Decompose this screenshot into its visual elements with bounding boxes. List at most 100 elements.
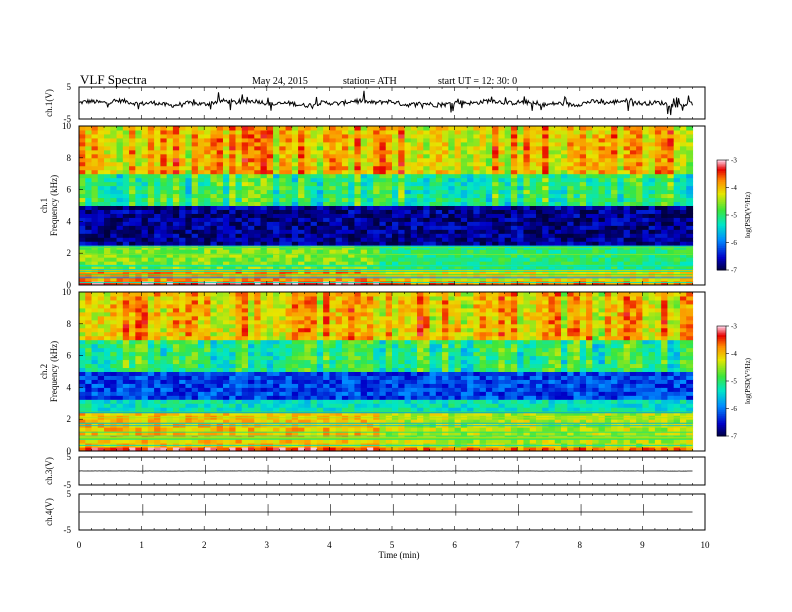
ch2-spec-cell <box>91 359 99 365</box>
ch2-spec-cell <box>129 307 136 313</box>
ch1-spec-cell <box>654 205 662 210</box>
ch2-spec-cell <box>79 339 86 345</box>
ch1-spec-cell <box>254 225 262 230</box>
ch2-spec-cell <box>85 367 93 372</box>
ch2-spec-cell <box>147 335 155 341</box>
ch2-spec-cell <box>185 315 193 321</box>
ch1-spec-cell <box>166 201 174 206</box>
ch1-spec-cell <box>298 213 305 218</box>
ch1-spec-cell <box>429 217 437 222</box>
ch1-spec-cell <box>166 126 174 131</box>
ch1-spec-cell <box>216 149 224 155</box>
ch1-spec-cell <box>366 241 374 246</box>
ch1-spec-cell <box>442 237 449 242</box>
ch1-spec-cell <box>273 277 280 282</box>
ch1-spec-cell <box>141 281 149 286</box>
ch1-spec-cell <box>122 141 130 147</box>
ch1-spec-cell <box>266 201 274 206</box>
ch1-spec-cell <box>435 173 443 179</box>
ch1-spec-cell <box>291 253 299 258</box>
ch1-spec-cell <box>304 201 312 206</box>
ch1-spec-cell <box>642 257 650 262</box>
ch1-spec-cell <box>323 129 330 135</box>
ch1-spec-cell <box>473 161 481 167</box>
ch1-spec-cell <box>304 205 312 210</box>
ch1-spec-cell <box>485 177 493 183</box>
ch1-spec-cell <box>479 221 487 226</box>
ch1-spec-cell <box>454 241 462 246</box>
ch1-spec-cell <box>110 257 118 262</box>
ch1-spec-cell <box>473 241 481 246</box>
ch1-spec-cell <box>448 229 456 234</box>
ch1-spec-cell <box>498 141 506 147</box>
ch1-spec-cell <box>667 181 675 187</box>
ch1-spec-cell <box>454 193 462 199</box>
ch2-spec-cell <box>166 363 174 369</box>
ch2-spec-cell <box>97 327 105 333</box>
ch1-spec-cell <box>598 157 606 163</box>
ch1-spec-cell <box>298 181 305 187</box>
ch1-spec-cell <box>423 221 431 226</box>
ch1-spec-cell <box>291 181 299 187</box>
ch2-spec-cell <box>79 371 86 376</box>
ch1-spec-cell <box>529 217 537 222</box>
ch1-spec-cell <box>260 213 268 218</box>
ch1-spec-cell <box>392 133 399 139</box>
ch1-spec-cell <box>561 233 568 238</box>
ch1-spec-cell <box>398 225 406 230</box>
ch1-spec-cell <box>467 169 474 175</box>
ch1-spec-cell <box>417 153 424 159</box>
ch1-spec-cell <box>548 177 556 183</box>
ch1-spec-cell <box>147 145 155 151</box>
ch1-spec-cell <box>535 265 543 270</box>
ch1-spec-cell <box>473 137 481 143</box>
ch1-spec-cell <box>429 233 437 238</box>
ch1-spec-cell <box>442 173 449 179</box>
ch1-spec-cell <box>561 126 568 131</box>
ch1-spec-cell <box>592 181 600 187</box>
ch1-spec-cell <box>235 141 243 147</box>
ch1-spec-cell <box>273 241 280 246</box>
ch1-spec-cell <box>116 201 124 206</box>
ch1-spec-cell <box>404 205 412 210</box>
ch1-spec-cell <box>473 193 481 199</box>
ch1-spec-cell <box>542 165 550 171</box>
ch2-spec-cell <box>116 292 124 297</box>
ch1-spec-cell <box>273 157 280 163</box>
ch1-spec-cell <box>598 129 606 135</box>
ch1-spec-cell <box>135 149 143 155</box>
ch1-spec-cell <box>592 193 600 199</box>
ch1-spec-cell <box>298 161 305 167</box>
ch1-spec-cell <box>642 273 650 278</box>
ch1-spec-cell <box>673 221 681 226</box>
ch1-spec-cell <box>298 169 305 175</box>
ch1-spec-cell <box>448 193 456 199</box>
ch1-spec-cell <box>329 217 337 222</box>
ch1-spec-cell <box>310 169 318 175</box>
ch1-spec-cell <box>310 201 318 206</box>
ch1-spec-cell <box>204 145 212 151</box>
ch1-spec-cell <box>260 209 268 214</box>
ch1-spec-cell <box>535 253 543 258</box>
ch2-spec-cell <box>166 371 174 376</box>
ch1-spec-cell <box>185 213 193 218</box>
ch1-spec-cell <box>329 129 337 135</box>
ch1-spec-cell <box>291 233 299 238</box>
ch1-spec-cell <box>404 145 412 151</box>
ch1-spec-cell <box>166 173 174 179</box>
ch1-spec-cell <box>85 277 93 282</box>
ch1-spec-cell <box>629 237 637 242</box>
ch1-spec-cell <box>579 225 587 230</box>
ch1-spec-cell <box>686 213 694 218</box>
ch2-spec-cell <box>110 419 118 424</box>
ch1-spec-cell <box>248 141 255 147</box>
ch1-spec-cell <box>129 193 136 199</box>
ch1-spec-cell <box>135 173 143 179</box>
ch1-spec-cell <box>548 229 556 234</box>
ch2-spec-cell <box>197 439 205 444</box>
ch2-spec-cell <box>79 299 86 305</box>
ch1-spec-cell <box>423 237 431 242</box>
ch1-spec-cell <box>567 157 575 163</box>
ch1-spec-cell <box>667 265 675 270</box>
ch2-spec-cell <box>166 399 174 404</box>
